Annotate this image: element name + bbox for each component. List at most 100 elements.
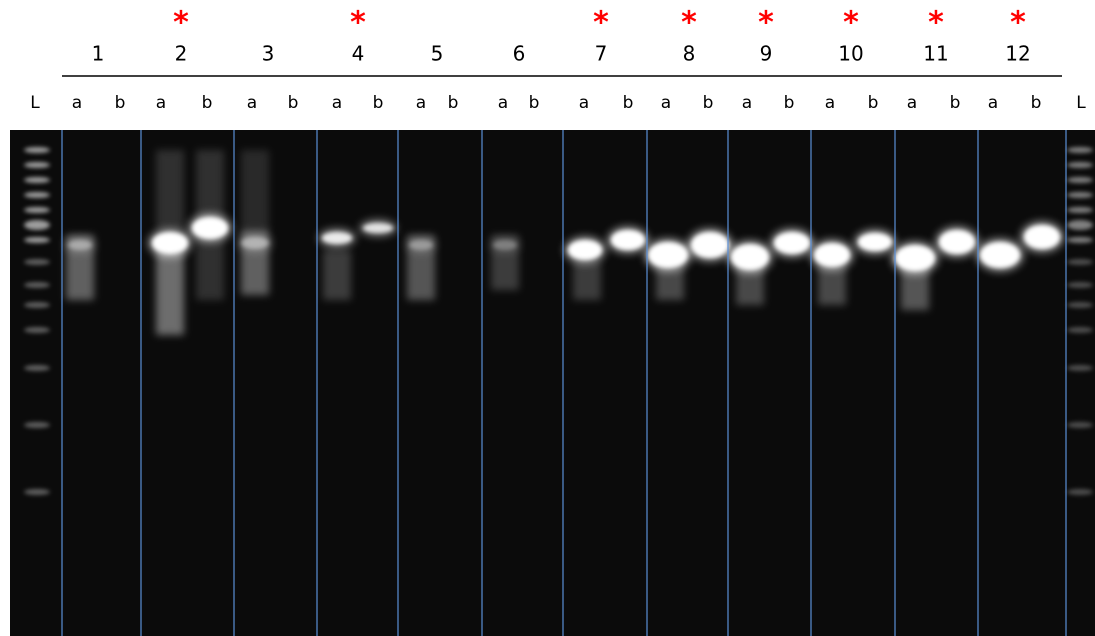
- smear: [323, 250, 351, 300]
- lane-label: b: [529, 93, 540, 113]
- smear: [196, 235, 224, 300]
- star: *: [350, 6, 366, 41]
- smear: [196, 150, 224, 220]
- sample-number: 4: [352, 42, 365, 66]
- star: *: [173, 6, 189, 41]
- ladder-band: [1067, 147, 1093, 153]
- band: [691, 232, 729, 258]
- lane-label: a: [907, 93, 917, 113]
- lane-label: a: [72, 93, 82, 113]
- smear: [241, 150, 269, 230]
- sample-number: 9: [760, 42, 773, 66]
- band: [568, 240, 602, 260]
- ladder-band: [1067, 282, 1093, 288]
- gel-figure: 12*34*567*8*9*10*11*12*Labababababababab…: [0, 0, 1095, 636]
- ladder-band: [1067, 237, 1093, 243]
- star: *: [928, 6, 944, 41]
- ladder-band: [1067, 192, 1093, 198]
- band: [241, 237, 269, 249]
- star: *: [758, 6, 774, 41]
- lane-label: a: [661, 93, 671, 113]
- ladder-band: [24, 327, 50, 333]
- lane-label: b: [202, 93, 213, 113]
- page: 12*34*567*8*9*10*11*12*Labababababababab…: [0, 0, 1095, 636]
- band: [322, 232, 352, 244]
- ladder-band: [1067, 259, 1093, 265]
- band: [68, 240, 92, 250]
- sample-number: 5: [431, 42, 444, 66]
- star: *: [593, 6, 609, 41]
- lane-label: b: [448, 93, 459, 113]
- lane-label: L: [1076, 93, 1086, 113]
- lane-label: a: [988, 93, 998, 113]
- ladder-band: [24, 147, 50, 153]
- ladder-band: [24, 220, 50, 230]
- band: [895, 245, 935, 271]
- lane-label: b: [623, 93, 634, 113]
- star: *: [681, 6, 697, 41]
- lane-label: b: [950, 93, 961, 113]
- ladder-band: [24, 259, 50, 265]
- ladder-band: [1067, 162, 1093, 168]
- ladder-band: [1067, 177, 1093, 183]
- ladder-band: [1067, 327, 1093, 333]
- ladder-band: [24, 177, 50, 183]
- band: [152, 232, 188, 254]
- band: [731, 244, 769, 270]
- lane-label: a: [825, 93, 835, 113]
- star: *: [843, 6, 859, 41]
- band: [858, 233, 892, 251]
- star: *: [1010, 6, 1026, 41]
- ladder-band: [24, 489, 50, 495]
- lane-label: b: [373, 93, 384, 113]
- ladder-band: [24, 237, 50, 243]
- smear: [573, 260, 601, 300]
- sample-number: 11: [923, 42, 948, 66]
- sample-number: 2: [175, 42, 188, 66]
- ladder-band: [24, 422, 50, 428]
- ladder-band: [24, 192, 50, 198]
- band: [1024, 225, 1060, 249]
- band: [814, 243, 850, 267]
- ladder-band: [1067, 220, 1093, 230]
- band: [192, 217, 228, 239]
- lane-label: b: [868, 93, 879, 113]
- lane-label: a: [416, 93, 426, 113]
- band: [648, 242, 688, 268]
- lane-label: b: [703, 93, 714, 113]
- lane-label: b: [784, 93, 795, 113]
- lane-label: L: [30, 93, 40, 113]
- lane-label: a: [579, 93, 589, 113]
- ladder-band: [1067, 422, 1093, 428]
- lane-label: a: [498, 93, 508, 113]
- sample-number: 7: [595, 42, 608, 66]
- sample-number: 1: [92, 42, 105, 66]
- smear: [156, 150, 184, 230]
- lane-label: a: [247, 93, 257, 113]
- sample-number: 10: [838, 42, 863, 66]
- lane-label: a: [156, 93, 166, 113]
- ladder-band: [24, 365, 50, 371]
- ladder-band: [24, 282, 50, 288]
- ladder-band: [1067, 365, 1093, 371]
- sample-number: 3: [262, 42, 275, 66]
- band: [939, 230, 975, 254]
- sample-number: 12: [1005, 42, 1030, 66]
- ladder-band: [1067, 489, 1093, 495]
- ladder-band: [24, 302, 50, 308]
- band: [493, 240, 517, 250]
- sample-number: 8: [683, 42, 696, 66]
- lane-label: a: [332, 93, 342, 113]
- band: [774, 232, 810, 254]
- ladder-band: [1067, 302, 1093, 308]
- smear: [156, 250, 184, 335]
- lane-label: b: [1031, 93, 1042, 113]
- band: [363, 223, 393, 233]
- band: [409, 240, 433, 250]
- ladder-band: [24, 162, 50, 168]
- lane-label: b: [288, 93, 299, 113]
- lane-label: a: [742, 93, 752, 113]
- ladder-band: [24, 207, 50, 213]
- band: [980, 242, 1020, 268]
